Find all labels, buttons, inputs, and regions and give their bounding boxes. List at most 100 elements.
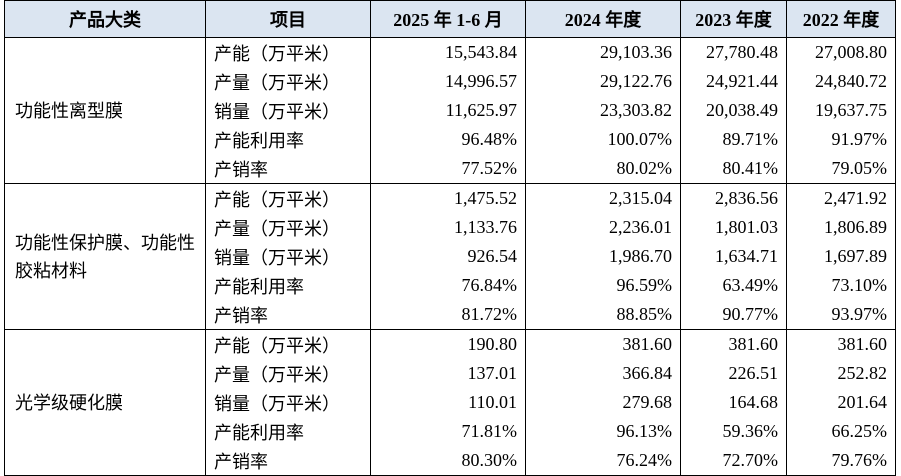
capacity-table: 产品大类 项目 2025 年 1-6 月 2024 年度 2023 年度 2022 年度 … (4, 0, 896, 476)
item-cell: 销量（万平米） (205, 242, 371, 271)
value-cell: 1,475.52 (370, 183, 526, 213)
value-cell: 24,921.44 (680, 67, 787, 96)
category-cell: 功能性离型膜 (4, 37, 206, 184)
value-cell: 91.97% (786, 125, 896, 154)
value-cell: 366.84 (525, 359, 681, 388)
table-row: 光学级硬化膜 产能（万平米） 190.80 381.60 381.60 381.60 (4, 329, 896, 476)
value-cell: 381.60 (680, 329, 787, 359)
value-cell: 20,038.49 (680, 96, 787, 125)
item-cell: 产销率 (205, 154, 371, 184)
table-row: 销量（万平米） 926.54 1,986.70 1,634.71 1,697.89 (5, 242, 896, 271)
item-cell: 产能（万平米） (205, 329, 371, 359)
table-row: 销量（万平米） 110.01 279.68 164.68 201.64 (5, 388, 896, 417)
item-cell: 销量（万平米） (205, 388, 371, 417)
value-cell: 2,315.04 (525, 183, 681, 213)
value-cell: 93.97% (786, 300, 896, 330)
table-row: 产销率 81.72% 88.85% 90.77% 93.97% (5, 300, 896, 330)
value-cell: 926.54 (370, 242, 526, 271)
value-cell: 2,836.56 (680, 183, 787, 213)
value-cell: 63.49% (680, 271, 787, 300)
item-cell: 产能利用率 (205, 271, 371, 300)
value-cell: 27,780.48 (680, 37, 787, 67)
category-cell: 功能性保护膜、功能性胶粘材料 (4, 183, 206, 330)
item-cell: 产能（万平米） (205, 37, 371, 67)
value-cell: 72.70% (680, 446, 787, 476)
item-cell: 产量（万平米） (205, 213, 371, 242)
value-cell: 381.60 (525, 329, 681, 359)
value-cell: 29,103.36 (525, 37, 681, 67)
value-cell: 19,637.75 (786, 96, 896, 125)
value-cell: 29,122.76 (525, 67, 681, 96)
value-cell: 252.82 (786, 359, 896, 388)
value-cell: 15,543.84 (370, 37, 526, 67)
item-cell: 产量（万平米） (205, 67, 371, 96)
table-row: 产量（万平米） 1,133.76 2,236.01 1,801.03 1,806.89 (5, 213, 896, 242)
value-cell: 226.51 (680, 359, 787, 388)
table-row: 销量（万平米） 11,625.97 23,303.82 20,038.49 19,637… (5, 96, 896, 125)
value-cell: 201.64 (786, 388, 896, 417)
value-cell: 1,801.03 (680, 213, 787, 242)
value-cell: 81.72% (370, 300, 526, 330)
table-row: 产销率 80.30% 76.24% 72.70% 79.76% (5, 446, 896, 476)
value-cell: 381.60 (786, 329, 896, 359)
value-cell: 76.84% (370, 271, 526, 300)
value-cell: 1,697.89 (786, 242, 896, 271)
table-row: 功能性保护膜、功能性胶粘材料 产能（万平米） 1,475.52 2,315.04 2,8… (4, 183, 896, 330)
table-row: 产量（万平米） 137.01 366.84 226.51 252.82 (5, 359, 896, 388)
value-cell: 1,133.76 (370, 213, 526, 242)
header-cell: 2025 年 1-6 月 (370, 0, 526, 38)
value-cell: 96.48% (370, 125, 526, 154)
value-cell: 88.85% (525, 300, 681, 330)
value-cell: 27,008.80 (786, 37, 896, 67)
table-row: 功能性离型膜 产能（万平米） 15,543.84 29,103.36 27,780.48… (4, 37, 896, 184)
item-cell: 产销率 (205, 300, 371, 330)
category-cell: 光学级硬化膜 (4, 329, 206, 476)
value-cell: 90.77% (680, 300, 787, 330)
value-cell: 66.25% (786, 417, 896, 446)
value-cell: 76.24% (525, 446, 681, 476)
value-cell: 77.52% (370, 154, 526, 184)
value-cell: 71.81% (370, 417, 526, 446)
table-row: 产销率 77.52% 80.02% 80.41% 79.05% (5, 154, 896, 184)
value-cell: 80.02% (525, 154, 681, 184)
header-cell: 产品大类 (4, 0, 206, 38)
value-cell: 79.05% (786, 154, 896, 184)
header-cell: 2023 年度 (680, 0, 787, 38)
item-cell: 产能利用率 (205, 125, 371, 154)
value-cell: 24,840.72 (786, 67, 896, 96)
value-cell: 89.71% (680, 125, 787, 154)
header-cell: 项目 (205, 0, 371, 38)
value-cell: 80.41% (680, 154, 787, 184)
value-cell: 59.36% (680, 417, 787, 446)
value-cell: 110.01 (370, 388, 526, 417)
item-cell: 产销率 (205, 446, 371, 476)
value-cell: 73.10% (786, 271, 896, 300)
value-cell: 137.01 (370, 359, 526, 388)
value-cell: 96.59% (525, 271, 681, 300)
value-cell: 96.13% (525, 417, 681, 446)
value-cell: 1,986.70 (525, 242, 681, 271)
item-cell: 销量（万平米） (205, 96, 371, 125)
value-cell: 279.68 (525, 388, 681, 417)
header-cell: 2024 年度 (525, 0, 681, 38)
table-row: 产能利用率 71.81% 96.13% 59.36% 66.25% (5, 417, 896, 446)
value-cell: 80.30% (370, 446, 526, 476)
header-cell: 2022 年度 (786, 0, 896, 38)
value-cell: 1,806.89 (786, 213, 896, 242)
value-cell: 11,625.97 (370, 96, 526, 125)
item-cell: 产能（万平米） (205, 183, 371, 213)
item-cell: 产量（万平米） (205, 359, 371, 388)
value-cell: 14,996.57 (370, 67, 526, 96)
table-row: 产能利用率 76.84% 96.59% 63.49% 73.10% (5, 271, 896, 300)
table-row: 产能利用率 96.48% 100.07% 89.71% 91.97% (5, 125, 896, 154)
table-row: 产量（万平米） 14,996.57 29,122.76 24,921.44 24,840… (5, 67, 896, 96)
header-row: 产品大类 项目 2025 年 1-6 月 2024 年度 2023 年度 2022 年度 (4, 0, 896, 38)
value-cell: 1,634.71 (680, 242, 787, 271)
item-cell: 产能利用率 (205, 417, 371, 446)
value-cell: 2,471.92 (786, 183, 896, 213)
value-cell: 2,236.01 (525, 213, 681, 242)
table-body: 功能性离型膜 产能（万平米） 15,543.84 29,103.36 27,780.48… (4, 37, 896, 476)
value-cell: 190.80 (370, 329, 526, 359)
value-cell: 100.07% (525, 125, 681, 154)
value-cell: 79.76% (786, 446, 896, 476)
